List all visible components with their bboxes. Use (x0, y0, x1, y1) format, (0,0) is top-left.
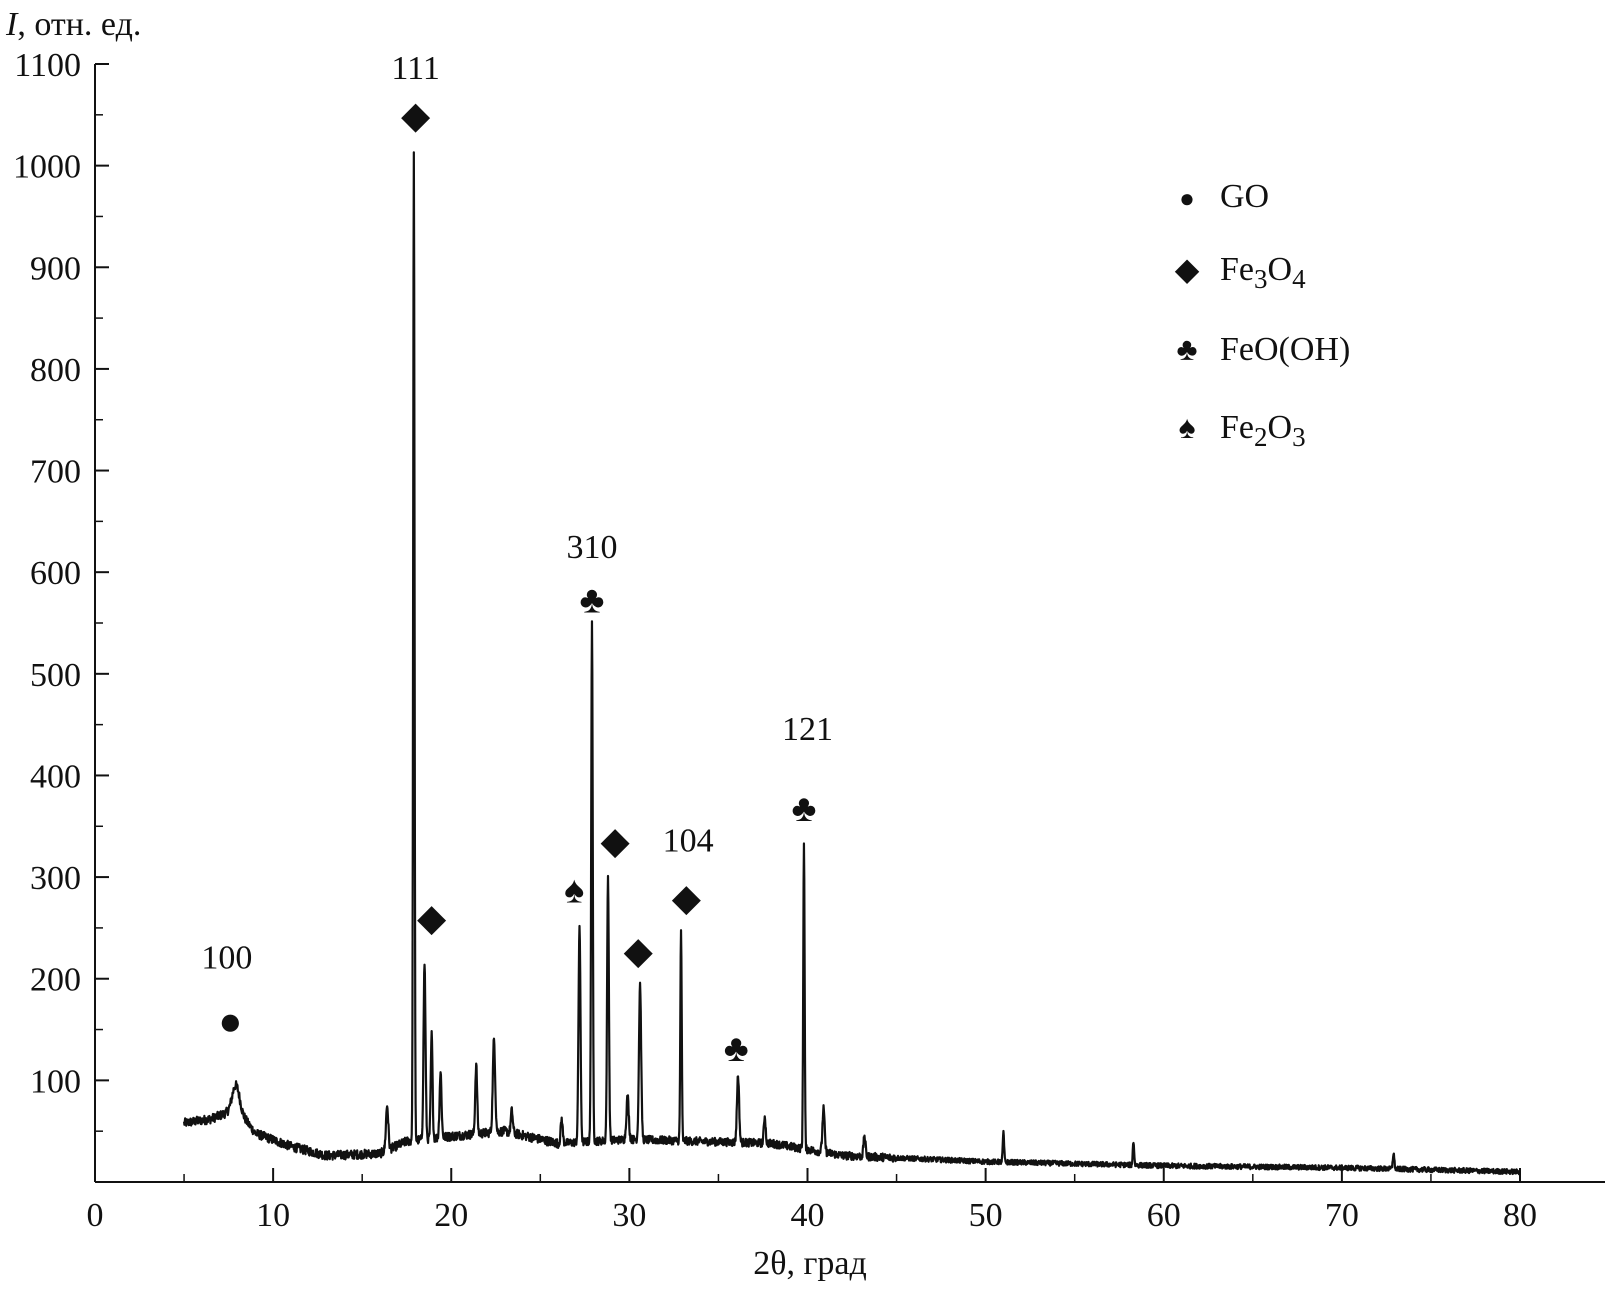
peak-labels: 100 111 310 104 121 (201, 50, 833, 976)
y-axis-title: I, отн. ед. (5, 6, 141, 43)
y-tick-label: 100 (30, 1063, 81, 1100)
x-tick-label: 30 (612, 1197, 646, 1234)
phase-marker-fe3o4: ◆ (601, 821, 631, 863)
x-tick-label: 10 (256, 1197, 290, 1234)
y-axis-title-symbol: I (5, 6, 19, 43)
legend-label-subscript: 3 (1254, 264, 1268, 294)
phase-marker-fe3o4: ◆ (624, 930, 654, 972)
legend-club-icon: ♣ (1177, 331, 1198, 367)
peak-label: 310 (566, 529, 617, 566)
legend-label-subscript: 2 (1254, 422, 1268, 452)
legend-label-text: O (1268, 409, 1293, 446)
x-tick-label: 20 (434, 1197, 468, 1234)
legend-label-text: GO (1220, 178, 1269, 215)
x-tick-label: 40 (791, 1197, 825, 1234)
x-tick-label: 60 (1147, 1197, 1181, 1234)
y-tick-label: 700 (30, 454, 81, 491)
y-tick-label: 1100 (14, 47, 81, 84)
legend-label: Fe3O4 (1220, 251, 1306, 294)
phase-marker-fe3o4: ◆ (401, 95, 431, 137)
y-tick-label: 200 (30, 962, 81, 999)
legend-label-text: O (1268, 251, 1293, 288)
legend-label-text: Fe (1220, 409, 1254, 446)
phase-marker-feooh: ♣ (724, 1028, 749, 1070)
diffraction-curve (182, 151, 1522, 1176)
y-tick-label: 1000 (13, 149, 81, 186)
y-tick-label: 400 (30, 758, 81, 795)
y-tick-label: 500 (30, 657, 81, 694)
y-axis-title-unit: , отн. ед. (17, 6, 141, 43)
legend: ● GO◆ Fe3O4♣ FeO(OH)♠ Fe2O3 (1175, 178, 1351, 452)
y-ticks: 100 200 300 400 500 600 700 800 900 1000 1100 (13, 47, 109, 1132)
peak-label: 100 (201, 940, 252, 977)
legend-label-subscript: 4 (1292, 264, 1306, 294)
x-tick-label: 70 (1325, 1197, 1359, 1234)
peak-label: 104 (663, 823, 714, 860)
phase-marker-fe2o3: ♠ (564, 869, 584, 911)
y-tick-label: 300 (30, 860, 81, 897)
legend-label-text: Fe (1220, 251, 1254, 288)
phase-marker-feooh: ♣ (791, 788, 816, 830)
x-ticks: 0 10 20 30 40 50 60 70 80 (87, 1168, 1537, 1234)
phase-marker-fe3o4: ◆ (672, 877, 702, 919)
legend-label-subscript: 3 (1292, 422, 1306, 452)
phase-marker-go: ● (218, 998, 242, 1043)
legend-diamond-icon: ◆ (1175, 251, 1200, 287)
y-tick-label: 600 (30, 555, 81, 592)
axes (94, 64, 1605, 1183)
legend-label: FeO(OH) (1220, 331, 1350, 368)
x-axis-title: 2θ, град (753, 1245, 867, 1282)
legend-label-text: FeO(OH) (1220, 331, 1350, 368)
legend-spade-icon: ♠ (1179, 409, 1196, 445)
legend-label: Fe2O3 (1220, 409, 1306, 452)
x-tick-label: 80 (1503, 1197, 1537, 1234)
phase-marker-fe3o4: ◆ (417, 898, 447, 940)
peak-label: 111 (391, 50, 439, 87)
legend-circle-icon: ● (1179, 184, 1195, 213)
phase-marker-feooh: ♣ (580, 580, 605, 622)
phase-markers: ● ◆ ◆ ♠ ♣ ◆ ◆ ◆ ♣ ♣ (218, 95, 816, 1070)
peak-label: 121 (782, 711, 833, 748)
y-tick-label: 900 (30, 250, 81, 287)
legend-label: GO (1220, 178, 1269, 215)
x-tick-label: 50 (969, 1197, 1003, 1234)
x-tick-label: 0 (87, 1197, 104, 1234)
y-tick-label: 800 (30, 352, 81, 389)
